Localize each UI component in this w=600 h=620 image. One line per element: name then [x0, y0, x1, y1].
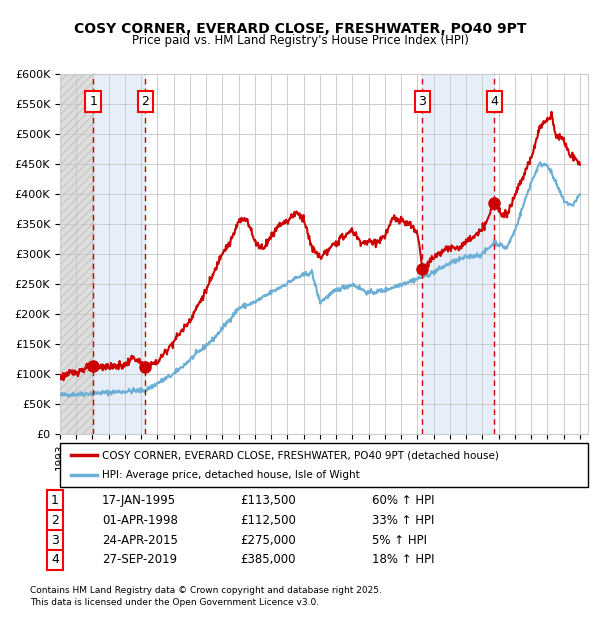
FancyBboxPatch shape: [60, 443, 588, 487]
Text: Price paid vs. HM Land Registry's House Price Index (HPI): Price paid vs. HM Land Registry's House …: [131, 34, 469, 47]
Text: £275,000: £275,000: [240, 534, 296, 547]
Text: 5% ↑ HPI: 5% ↑ HPI: [372, 534, 427, 547]
Bar: [60, 74, 94, 434]
Text: 18% ↑ HPI: 18% ↑ HPI: [372, 554, 435, 567]
Text: 2: 2: [142, 95, 149, 108]
Text: £112,500: £112,500: [240, 514, 296, 527]
Text: COSY CORNER, EVERARD CLOSE, FRESHWATER, PO40 9PT (detached house): COSY CORNER, EVERARD CLOSE, FRESHWATER, …: [102, 451, 499, 461]
Bar: [60, 74, 94, 434]
Text: 3: 3: [51, 534, 59, 547]
Text: £385,000: £385,000: [240, 554, 295, 567]
Text: Contains HM Land Registry data © Crown copyright and database right 2025.: Contains HM Land Registry data © Crown c…: [30, 586, 382, 595]
Text: 60% ↑ HPI: 60% ↑ HPI: [372, 494, 435, 507]
Text: 1: 1: [89, 95, 97, 108]
Text: 24-APR-2015: 24-APR-2015: [102, 534, 178, 547]
Text: 2: 2: [51, 514, 59, 527]
Text: 17-JAN-1995: 17-JAN-1995: [102, 494, 176, 507]
Text: 1: 1: [51, 494, 59, 507]
Text: 33% ↑ HPI: 33% ↑ HPI: [372, 514, 434, 527]
Text: 4: 4: [490, 95, 499, 108]
Bar: [422, 74, 494, 434]
Text: HPI: Average price, detached house, Isle of Wight: HPI: Average price, detached house, Isle…: [102, 469, 360, 479]
Text: 3: 3: [419, 95, 427, 108]
Text: This data is licensed under the Open Government Licence v3.0.: This data is licensed under the Open Gov…: [30, 598, 319, 608]
Text: 4: 4: [51, 554, 59, 567]
Bar: [94, 74, 145, 434]
Text: 27-SEP-2019: 27-SEP-2019: [102, 554, 177, 567]
Text: £113,500: £113,500: [240, 494, 296, 507]
Text: 01-APR-1998: 01-APR-1998: [102, 514, 178, 527]
Text: COSY CORNER, EVERARD CLOSE, FRESHWATER, PO40 9PT: COSY CORNER, EVERARD CLOSE, FRESHWATER, …: [74, 22, 526, 36]
